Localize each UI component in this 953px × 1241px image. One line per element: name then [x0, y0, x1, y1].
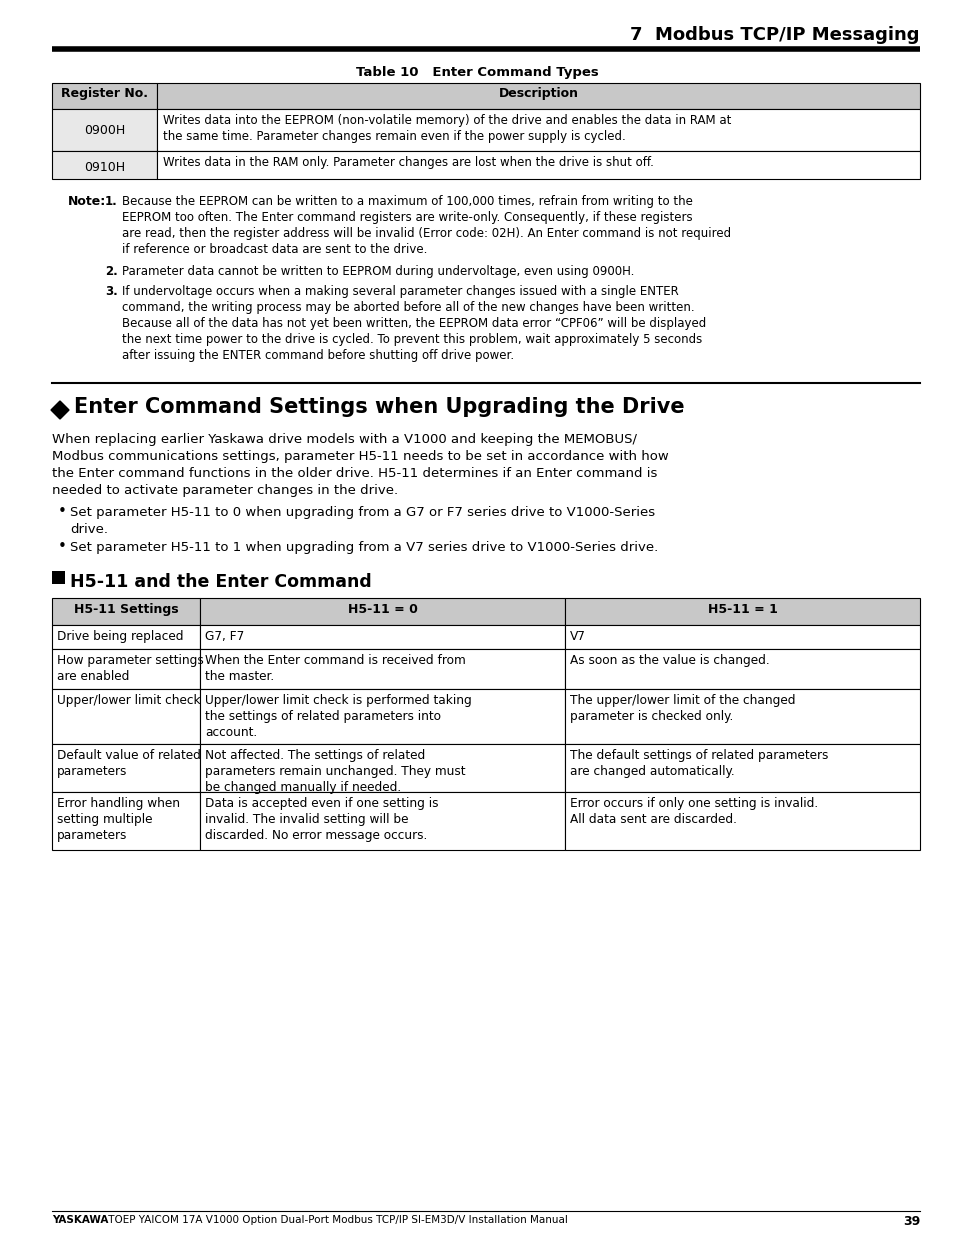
Bar [52, 83, 157, 109]
Bar [52, 745, 200, 792]
Text: the Enter command functions in the older drive. H5-11 determines if an Enter com: the Enter command functions in the older… [52, 467, 657, 480]
Text: When replacing earlier Yaskawa drive models with a V1000 and keeping the MEMOBUS: When replacing earlier Yaskawa drive mod… [52, 433, 637, 446]
Text: Upper/lower limit check is performed taking
the settings of related parameters i: Upper/lower limit check is performed tak… [205, 694, 471, 738]
Text: H5-11 = 0: H5-11 = 0 [347, 603, 417, 616]
Text: Drive being replaced: Drive being replaced [57, 630, 183, 643]
Bar [200, 689, 564, 745]
Text: Error occurs if only one setting is invalid.
All data sent are discarded.: Error occurs if only one setting is inva… [569, 797, 818, 827]
Bar [52, 649, 200, 689]
Text: Enter Command Settings when Upgrading the Drive: Enter Command Settings when Upgrading th… [74, 397, 684, 417]
Text: H5-11 Settings: H5-11 Settings [73, 603, 178, 616]
Text: •: • [58, 539, 67, 553]
Bar [200, 649, 564, 689]
Bar [564, 625, 919, 649]
Bar [52, 689, 200, 745]
Polygon shape [51, 401, 69, 419]
Bar [564, 745, 919, 792]
Text: Data is accepted even if one setting is
invalid. The invalid setting will be
dis: Data is accepted even if one setting is … [205, 797, 438, 841]
Text: TOEP YAICOM 17A V1000 Option Dual-Port Modbus TCP/IP SI-EM3D/V Installation Manu: TOEP YAICOM 17A V1000 Option Dual-Port M… [105, 1215, 567, 1225]
Text: 7  Modbus TCP/IP Messaging: 7 Modbus TCP/IP Messaging [630, 26, 919, 43]
Text: Table 10   Enter Command Types: Table 10 Enter Command Types [355, 66, 598, 79]
Text: G7, F7: G7, F7 [205, 630, 244, 643]
Text: 39: 39 [902, 1215, 919, 1229]
Text: Writes data into the EEPROM (non-volatile memory) of the drive and enables the d: Writes data into the EEPROM (non-volatil… [163, 114, 731, 143]
Text: Default value of related
parameters: Default value of related parameters [57, 750, 201, 778]
Bar [52, 625, 200, 649]
Text: Because the EEPROM can be written to a maximum of 100,000 times, refrain from wr: Because the EEPROM can be written to a m… [122, 195, 730, 256]
Bar [157, 151, 919, 179]
Text: As soon as the value is changed.: As soon as the value is changed. [569, 654, 769, 666]
Bar [564, 689, 919, 745]
Bar [200, 598, 564, 625]
Text: Register No.: Register No. [61, 87, 148, 101]
Text: V7: V7 [569, 630, 585, 643]
Bar [564, 598, 919, 625]
Text: Modbus communications settings, parameter H5-11 needs to be set in accordance wi: Modbus communications settings, paramete… [52, 450, 668, 463]
Text: The upper/lower limit of the changed
parameter is checked only.: The upper/lower limit of the changed par… [569, 694, 795, 724]
Text: Note:: Note: [68, 195, 106, 208]
Text: The default settings of related parameters
are changed automatically.: The default settings of related paramete… [569, 750, 827, 778]
Text: Error handling when
setting multiple
parameters: Error handling when setting multiple par… [57, 797, 180, 841]
Text: 1.: 1. [105, 195, 117, 208]
Text: Writes data in the RAM only. Parameter changes are lost when the drive is shut o: Writes data in the RAM only. Parameter c… [163, 156, 653, 169]
Text: needed to activate parameter changes in the drive.: needed to activate parameter changes in … [52, 484, 397, 496]
Bar [200, 745, 564, 792]
Text: Upper/lower limit check: Upper/lower limit check [57, 694, 200, 707]
Text: 0900H: 0900H [84, 124, 125, 137]
Bar [52, 109, 157, 151]
Text: Parameter data cannot be written to EEPROM during undervoltage, even using 0900H: Parameter data cannot be written to EEPR… [122, 266, 634, 278]
Text: drive.: drive. [70, 522, 108, 536]
Bar [564, 649, 919, 689]
Bar [157, 109, 919, 151]
Text: H5-11 and the Enter Command: H5-11 and the Enter Command [70, 573, 372, 591]
Bar [52, 792, 200, 850]
Text: If undervoltage occurs when a making several parameter changes issued with a sin: If undervoltage occurs when a making sev… [122, 285, 705, 362]
Text: Not affected. The settings of related
parameters remain unchanged. They must
be : Not affected. The settings of related pa… [205, 750, 465, 794]
Text: Set parameter H5-11 to 1 when upgrading from a V7 series drive to V1000-Series d: Set parameter H5-11 to 1 when upgrading … [70, 541, 658, 553]
Text: 0910H: 0910H [84, 161, 125, 174]
Text: H5-11 = 1: H5-11 = 1 [707, 603, 777, 616]
Bar [157, 83, 919, 109]
Bar [52, 598, 200, 625]
Text: How parameter settings
are enabled: How parameter settings are enabled [57, 654, 204, 683]
Text: When the Enter command is received from
the master.: When the Enter command is received from … [205, 654, 465, 683]
Text: Set parameter H5-11 to 0 when upgrading from a G7 or F7 series drive to V1000-Se: Set parameter H5-11 to 0 when upgrading … [70, 506, 655, 519]
Text: 3.: 3. [105, 285, 117, 298]
Bar [52, 151, 157, 179]
Bar [200, 792, 564, 850]
Text: •: • [58, 504, 67, 519]
Text: YASKAWA: YASKAWA [52, 1215, 109, 1225]
Bar [52, 571, 65, 585]
Text: Description: Description [498, 87, 578, 101]
Text: 2.: 2. [105, 266, 117, 278]
Bar [200, 625, 564, 649]
Bar [564, 792, 919, 850]
